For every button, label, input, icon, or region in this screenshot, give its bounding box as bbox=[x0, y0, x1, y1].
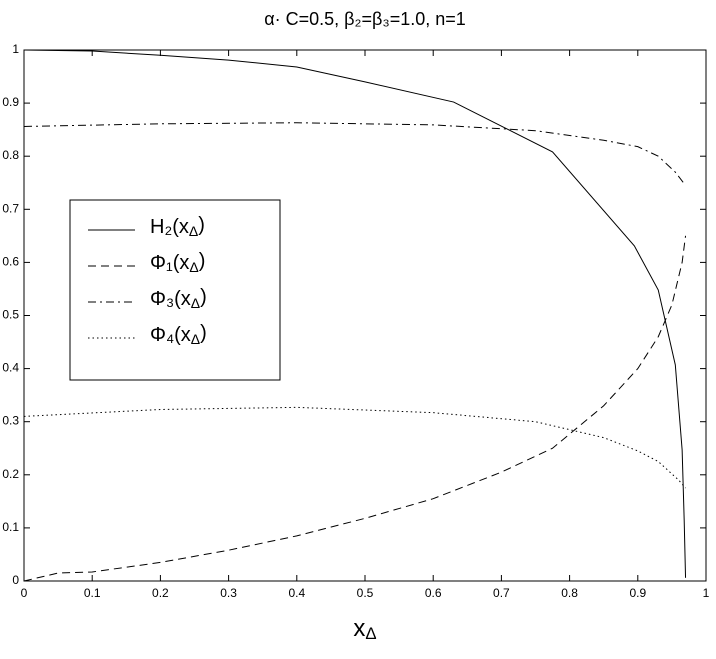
data-line bbox=[23, 406, 686, 489]
x-tick-label: 0.2 bbox=[152, 586, 169, 600]
y-tick-label: 0.7 bbox=[2, 201, 19, 215]
x-tick-label: 0.8 bbox=[561, 586, 578, 600]
data-line bbox=[23, 49, 687, 578]
y-tick-label: 0.3 bbox=[2, 414, 19, 428]
x-tick-label: 0.7 bbox=[493, 586, 510, 600]
data-line bbox=[23, 235, 687, 582]
x-tick-label: 0.5 bbox=[357, 586, 374, 600]
x-tick-label: 0.4 bbox=[288, 586, 305, 600]
legend-label: Φ₄(xΔ) bbox=[150, 322, 207, 346]
x-axis-label: xΔ bbox=[353, 615, 376, 643]
y-tick-label: 0.9 bbox=[2, 95, 19, 109]
chart-title: α· C=0.5, β₂=β₃=1.0, n=1 bbox=[264, 9, 466, 29]
x-tick-label: 0 bbox=[21, 586, 28, 600]
y-tick-label: 0.2 bbox=[2, 467, 19, 481]
legend-label: Φ₁(xΔ) bbox=[150, 250, 205, 274]
legend-label: Φ₃(xΔ) bbox=[150, 286, 207, 310]
y-tick-label: 0.5 bbox=[2, 308, 19, 322]
x-tick-label: 0.9 bbox=[629, 586, 646, 600]
y-tick-label: 0.8 bbox=[2, 148, 19, 162]
x-tick-label: 1 bbox=[703, 586, 710, 600]
x-tick-label: 0.3 bbox=[220, 586, 237, 600]
y-tick-label: 0.4 bbox=[2, 361, 19, 375]
x-tick-label: 0.1 bbox=[84, 586, 101, 600]
legend-label: H₂(xΔ) bbox=[150, 214, 205, 238]
data-line bbox=[23, 122, 686, 186]
y-tick-label: 0.1 bbox=[2, 520, 19, 534]
x-tick-label: 0.6 bbox=[425, 586, 442, 600]
y-tick-label: 1 bbox=[12, 42, 19, 56]
y-tick-label: 0.6 bbox=[2, 255, 19, 269]
y-tick-label: 0 bbox=[12, 573, 19, 587]
